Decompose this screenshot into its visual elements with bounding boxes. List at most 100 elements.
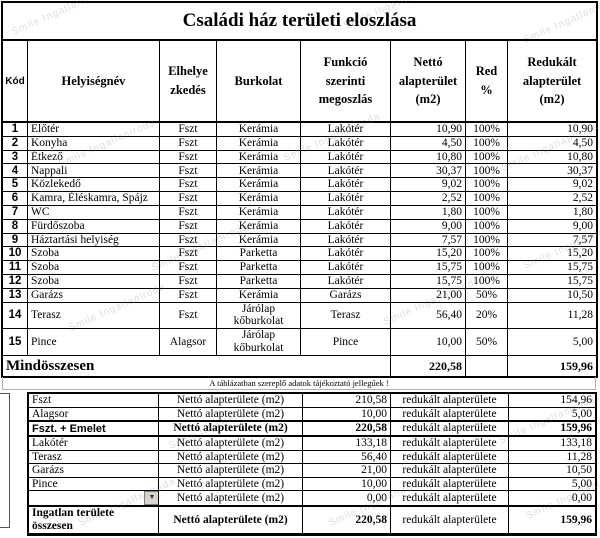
- cell-surface: Kerámia: [216, 191, 301, 206]
- cell-room-name: Közlekedő: [27, 177, 160, 193]
- table-row: 4 Nappali Fszt Kerámia Lakótér 30,37 100…: [2, 163, 598, 179]
- col-header-net-area: Nettó alapterület (m2): [390, 39, 466, 123]
- cell-surface: Kerámia: [216, 149, 301, 165]
- table-row: 14 Terasz Fszt Járólap kőburkolat Terasz…: [2, 301, 598, 330]
- cell-net-area: 10,00: [390, 328, 466, 356]
- summary-reduced-label: redukált alapterülete: [390, 406, 509, 422]
- col-header-room-name: Helyiségnév: [27, 39, 160, 123]
- cell-red-percent: 100%: [465, 232, 508, 248]
- cell-room-name: Kamra, Éléskamra, Spájz: [27, 191, 160, 206]
- cell-room-name: Garázs: [27, 287, 160, 303]
- cell-kod: 12: [2, 273, 28, 289]
- cell-reduced-area: 9,00: [506, 218, 598, 234]
- summary-row: Fszt Nettó alapterülete (m2) 210,58 redu…: [28, 393, 596, 408]
- cell-room-name: Szoba: [27, 273, 160, 289]
- cell-function: Lakótér: [300, 204, 391, 220]
- summary-reduced-label: redukált alapterülete: [390, 505, 509, 535]
- table-row: 5 Közlekedő Fszt Kerámia Lakótér 9,02 10…: [2, 177, 598, 193]
- cell-surface: Parketta: [216, 273, 301, 289]
- summary-reduced-label: redukált alapterülete: [390, 420, 509, 437]
- cell-net-area: 10,80: [390, 149, 466, 165]
- cell-kod: 13: [2, 287, 28, 303]
- cell-room-name: Háztartási helyiség: [27, 232, 160, 248]
- cell-reduced-area: 5,00: [506, 328, 598, 356]
- cell-kod: 7: [2, 204, 28, 220]
- disclaimer-note: A táblázatban szereplő adatok tájékoztat…: [2, 377, 596, 390]
- grand-total-reduced: 159,96: [506, 355, 598, 377]
- summary-net-label: Nettó alapterülete (m2): [158, 463, 303, 478]
- cell-function: Lakótér: [300, 191, 391, 206]
- summary-label: Fszt. + Emelet: [28, 420, 159, 437]
- summary-label: Fszt: [28, 393, 159, 408]
- cell-net-area: 10,90: [390, 121, 466, 137]
- cell-red-percent: 50%: [465, 328, 508, 356]
- cell-kod: 15: [2, 328, 28, 356]
- summary-reduced-value: 133,18: [508, 435, 596, 451]
- cell-net-area: 9,02: [390, 177, 466, 193]
- cell-reduced-area: 9,02: [506, 177, 598, 193]
- cell-kod: 9: [2, 232, 28, 248]
- table-row: 13 Garázs Fszt Kerámia Garázs 21,00 50% …: [2, 287, 598, 303]
- cell-net-area: 2,52: [390, 191, 466, 206]
- cell-surface: Kerámia: [216, 121, 301, 137]
- col-header-function: Funkció szerinti megoszlás: [300, 39, 391, 123]
- summary-net-label: Nettó alapterülete (m2): [158, 449, 303, 465]
- cell-function: Lakótér: [300, 218, 391, 234]
- summary-row: Garázs Nettó alapterülete (m2) 21,00 red…: [28, 463, 596, 478]
- cell-reduced-area: 15,75: [506, 260, 598, 275]
- cell-location: Fszt: [159, 218, 217, 234]
- summary-net-label: Nettó alapterülete (m2): [158, 505, 303, 535]
- table-row: 6 Kamra, Éléskamra, Spájz Fszt Kerámia L…: [2, 191, 598, 206]
- cell-location: Fszt: [159, 121, 217, 137]
- cell-red-percent: 100%: [465, 191, 508, 206]
- cell-location: Fszt: [159, 232, 217, 248]
- table-row: 8 Fürdőszoba Fszt Kerámia Lakótér 9,00 1…: [2, 218, 598, 234]
- summary-reduced-value: 159,96: [508, 420, 596, 437]
- cell-function: Lakótér: [300, 246, 391, 262]
- cell-surface: Járólap kőburkolat: [216, 301, 301, 330]
- summary-label: Alagsor: [28, 406, 159, 422]
- table-row: 7 WC Fszt Kerámia Lakótér 1,80 100% 1,80: [2, 204, 598, 220]
- grand-total-label: Mindösszesen: [2, 355, 391, 377]
- summary-net-label: Nettó alapterülete (m2): [158, 420, 303, 437]
- cell-net-area: 9,00: [390, 218, 466, 234]
- cell-reduced-area: 15,20: [506, 246, 598, 262]
- summary-reduced-value: 159,96: [508, 505, 596, 535]
- cell-kod: 4: [2, 163, 28, 179]
- cell-location: Fszt: [159, 149, 217, 165]
- cell-red-percent: 20%: [465, 301, 508, 330]
- cell-room-name: Fürdőszoba: [27, 218, 160, 234]
- summary-reduced-value: 0,00: [508, 490, 596, 507]
- cell-function: Lakótér: [300, 121, 391, 137]
- summary-net-value: 220,58: [302, 420, 391, 437]
- cell-reduced-area: 10,50: [506, 287, 598, 303]
- cell-surface: Kerámia: [216, 177, 301, 193]
- cell-function: Lakótér: [300, 177, 391, 193]
- cell-reduced-area: 2,52: [506, 191, 598, 206]
- cell-room-name: Szoba: [27, 246, 160, 262]
- cell-red-percent: 100%: [465, 177, 508, 193]
- cell-net-area: 15,75: [390, 273, 466, 289]
- summary-net-label: Nettó alapterülete (m2): [158, 406, 303, 422]
- cell-room-name: Terasz: [27, 301, 160, 330]
- cell-location: Fszt: [159, 246, 217, 262]
- dropdown-button[interactable]: ▼: [144, 491, 158, 506]
- cell-surface: Járólap kőburkolat: [216, 328, 301, 356]
- summary-net-label: Nettó alapterülete (m2): [158, 490, 303, 507]
- cell-function: Terasz: [300, 301, 391, 330]
- summary-label-empty: ▼: [28, 490, 159, 507]
- summary-reduced-value: 5,00: [508, 476, 596, 492]
- chevron-down-icon: ▼: [148, 493, 156, 502]
- summary-reduced-value: 5,00: [508, 406, 596, 422]
- summary-reduced-value: 10,50: [508, 463, 596, 478]
- cell-net-area: 4,50: [390, 135, 466, 151]
- cell-reduced-area: 11,28: [506, 301, 598, 330]
- cell-net-area: 21,00: [390, 287, 466, 303]
- summary-reduced-label: redukált alapterülete: [390, 476, 509, 492]
- summary-label: Terasz: [28, 449, 159, 465]
- cell-surface: Kerámia: [216, 204, 301, 220]
- table-row: 2 Konyha Fszt Kerámia Lakótér 4,50 100% …: [2, 135, 598, 151]
- summary-net-label: Nettó alapterülete (m2): [158, 435, 303, 451]
- table-row: 3 Étkező Fszt Kerámia Lakótér 10,80 100%…: [2, 149, 598, 165]
- cell-function: Lakótér: [300, 135, 391, 151]
